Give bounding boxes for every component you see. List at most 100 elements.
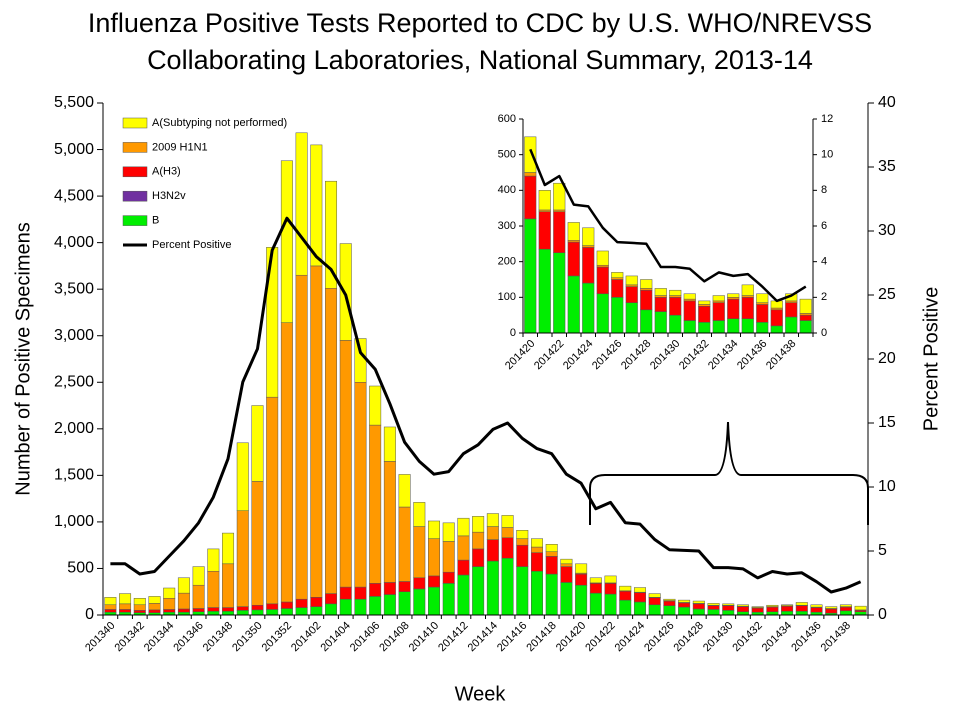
bar xyxy=(640,288,653,291)
bar xyxy=(625,284,638,287)
bar xyxy=(280,608,293,616)
y2-tick-label: 4 xyxy=(821,256,827,268)
bar xyxy=(310,265,323,598)
bar xyxy=(295,274,308,600)
bar xyxy=(633,601,646,616)
bar xyxy=(751,606,764,608)
bar xyxy=(553,211,566,254)
bar xyxy=(795,602,808,606)
bar xyxy=(516,566,529,616)
bar xyxy=(683,298,696,302)
bar xyxy=(442,583,455,616)
bar xyxy=(560,582,573,616)
legend-label: A(H3) xyxy=(152,166,181,178)
bar xyxy=(619,591,632,601)
bar xyxy=(567,222,580,241)
x-tick-label: 201412 xyxy=(436,620,470,654)
bar xyxy=(369,385,382,426)
bar xyxy=(582,282,595,334)
bar xyxy=(472,548,485,567)
bar xyxy=(785,302,798,318)
bar xyxy=(553,209,566,212)
bar xyxy=(712,302,725,321)
bar xyxy=(369,424,382,584)
bar xyxy=(266,603,279,610)
bar xyxy=(236,610,249,616)
x-tick-label: 201438 xyxy=(764,338,798,372)
bar xyxy=(611,279,624,298)
y2-tick-label: 35 xyxy=(878,158,896,175)
bar xyxy=(654,297,667,312)
bar xyxy=(654,288,667,296)
bar xyxy=(383,426,396,462)
bar xyxy=(104,609,117,613)
bar xyxy=(516,538,529,546)
bar xyxy=(654,311,667,334)
bar xyxy=(354,382,367,588)
bar xyxy=(825,608,838,614)
bar xyxy=(325,603,338,616)
bar xyxy=(785,300,798,303)
x-tick-label: 201436 xyxy=(735,338,769,372)
legend-swatch xyxy=(122,166,148,178)
y-tick-label: 400 xyxy=(498,184,516,196)
x-tick-label: 201436 xyxy=(789,620,823,654)
line xyxy=(529,148,807,303)
bar xyxy=(683,300,696,321)
bar xyxy=(683,320,696,334)
bar xyxy=(825,606,838,609)
bar xyxy=(698,304,711,307)
bar xyxy=(486,526,499,540)
bar xyxy=(163,609,176,613)
bar xyxy=(133,610,146,613)
bar xyxy=(207,607,220,612)
bar xyxy=(119,603,132,610)
bar xyxy=(236,442,249,511)
bar xyxy=(596,266,609,295)
bar xyxy=(698,306,711,323)
bar xyxy=(104,604,117,610)
y-tick-label: 5,500 xyxy=(54,94,94,111)
bar xyxy=(596,264,609,268)
bar xyxy=(413,588,426,616)
legend-swatch xyxy=(122,142,148,153)
y2-tick-label: 0 xyxy=(821,327,827,339)
x-tick-label: 201434 xyxy=(706,338,740,372)
bar xyxy=(707,605,720,610)
x-tick-label: 201416 xyxy=(495,620,529,654)
bar xyxy=(280,601,293,609)
bar xyxy=(524,175,537,220)
bar xyxy=(545,556,558,575)
bar xyxy=(633,587,646,593)
y2-tick-label: 25 xyxy=(878,286,896,303)
bar xyxy=(472,516,485,533)
legend-label: A(Subtyping not performed) xyxy=(152,117,287,129)
bar xyxy=(457,574,470,616)
y2-tick-label: 30 xyxy=(878,222,896,239)
bar xyxy=(611,297,624,334)
bar xyxy=(369,583,382,597)
bar xyxy=(104,597,117,606)
y2-tick-label: 2 xyxy=(821,291,827,303)
bar xyxy=(531,552,543,572)
bar xyxy=(398,506,411,582)
bar xyxy=(604,583,617,595)
y2-tick-label: 0 xyxy=(878,606,887,623)
bar xyxy=(413,526,426,579)
bar xyxy=(781,604,794,606)
x-tick-label: 201428 xyxy=(619,338,653,372)
y-tick-label: 500 xyxy=(498,149,516,161)
bar xyxy=(177,577,190,594)
x-tick-label: 201428 xyxy=(672,620,706,654)
bar xyxy=(325,288,338,594)
x-tick-label: 201422 xyxy=(532,338,566,372)
bar xyxy=(251,481,264,606)
bar xyxy=(266,609,279,616)
bar xyxy=(683,293,696,300)
bar xyxy=(663,598,676,601)
bar xyxy=(413,502,426,527)
x-tick-label: 201414 xyxy=(466,620,500,654)
x-tick-label: 201344 xyxy=(142,620,176,654)
bar xyxy=(192,566,205,586)
bar xyxy=(538,190,551,211)
